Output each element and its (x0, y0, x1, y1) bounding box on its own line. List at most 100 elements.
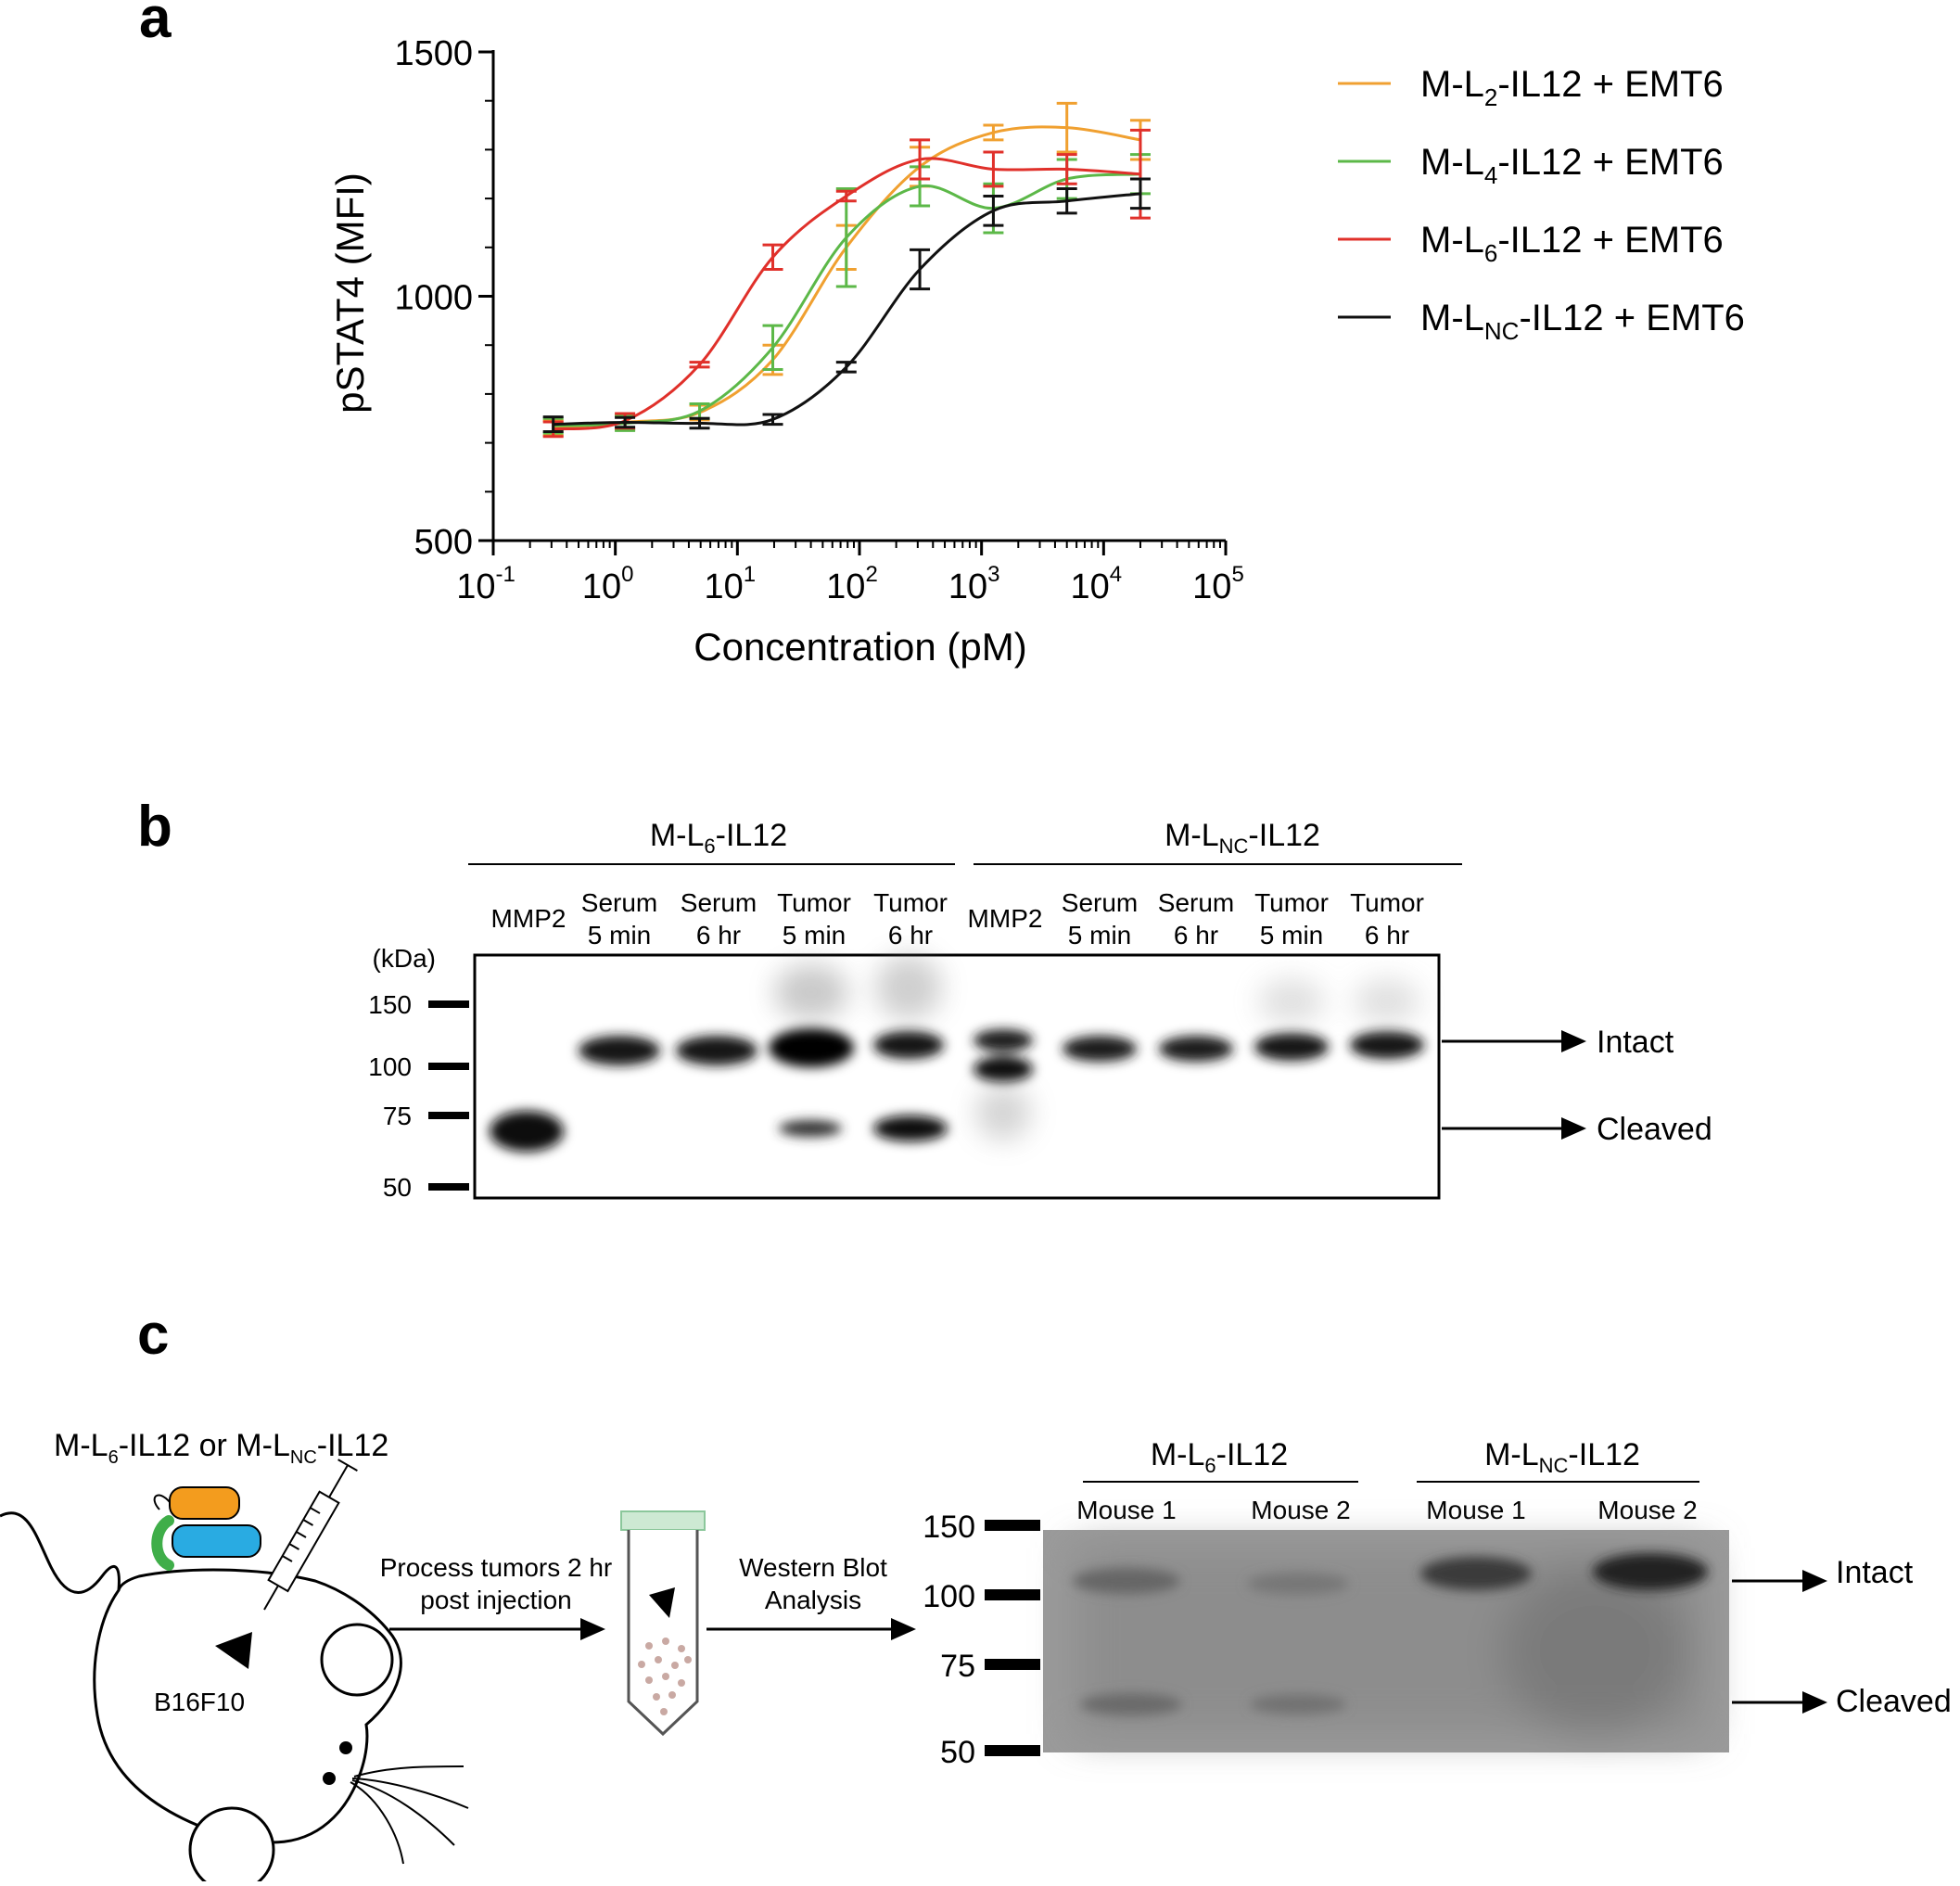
tumor-label: B16F10 (154, 1688, 245, 1716)
blot-c-marker-bar (985, 1659, 1040, 1670)
blot-c-marker-label: 100 (923, 1579, 975, 1614)
band-b-lane4-cleaved (779, 1120, 842, 1137)
blot-c-marker-bar (985, 1589, 1040, 1600)
blot-b-lane-label: Tumor (873, 888, 948, 917)
blot-b-marker-bar (428, 1063, 469, 1070)
drug-label-sub1: 6 (108, 1447, 119, 1468)
mouse-ear-right (320, 1623, 394, 1697)
step2-line1: Western Blot (739, 1553, 887, 1582)
series-line-l4 (553, 172, 1141, 427)
legend-label-l4: M-L4-IL12 + EMT6 (1420, 142, 1724, 189)
x-tick-label: 10-1 (456, 562, 515, 606)
error-bar-lnc (615, 415, 636, 429)
blot-b-marker-label: 75 (383, 1102, 412, 1130)
blot-b-lane-sublabel: 5 min (1260, 921, 1323, 949)
syringe-icon (263, 1459, 358, 1611)
x-tick-label: 101 (705, 562, 757, 606)
blot-b-lane-label: Tumor (1350, 888, 1424, 917)
legend-label-l6: M-L6-IL12 + EMT6 (1420, 220, 1724, 267)
chart-legend: M-L2-IL12 + EMT6 M-L4-IL12 + EMT6 M-L6-IL1… (1338, 64, 1745, 345)
blot-c-group-1-sub: 6 (1204, 1454, 1215, 1477)
blot-b-lane-sublabel: 5 min (783, 921, 846, 949)
band-b-lane7-intact (1063, 1036, 1137, 1062)
il12-molecule-icon (151, 1486, 261, 1571)
blot-b-lane-label: Tumor (777, 888, 851, 917)
blot-b-group-1-pre: M-L (650, 818, 705, 853)
blot-b-group-1-sub: 6 (704, 835, 715, 858)
blot-c-marker-label: 75 (940, 1649, 975, 1684)
band-b-lane3-intact (676, 1036, 757, 1065)
blot-c-group-header-2: M-LNC-IL12 (1417, 1437, 1699, 1483)
blot-c-lane-label: Mouse 1 (1426, 1496, 1525, 1524)
error-bar-lnc (835, 361, 857, 374)
step1-line1: Process tumors 2 hr (380, 1553, 613, 1582)
dose-response-chart: 500 1000 1500 10-1 100 101 102 103 104 105 pSTAT4… (328, 34, 1244, 669)
mouse-nose (323, 1772, 336, 1785)
mouse-eye (339, 1741, 352, 1754)
error-bar-lnc (689, 416, 710, 430)
blot-c-marker-label: 50 (940, 1735, 975, 1770)
blot-b-marker-bar (428, 1000, 469, 1008)
blot-b-marker-label: 150 (368, 990, 412, 1019)
band-b-lane10-intact (1350, 1031, 1424, 1059)
blot-c-cleaved-label: Cleaved (1836, 1684, 1952, 1719)
x-tick-label: 103 (948, 562, 1000, 606)
error-bar-l2 (1056, 101, 1077, 154)
drug-label-part3: -IL12 (317, 1428, 389, 1463)
blot-c-markers: 150 100 75 50 (923, 1510, 1040, 1770)
svg-text:M-LNC-IL12: M-LNC-IL12 (1484, 1437, 1640, 1477)
series-line-lnc (553, 192, 1141, 427)
blot-c-group-2-sub: NC (1539, 1454, 1569, 1477)
blot-c-group-1-post: -IL12 (1216, 1437, 1289, 1472)
blot-b-marker-label: 100 (368, 1052, 412, 1081)
blot-c-intact-label: Intact (1836, 1555, 1914, 1590)
blot-b-group-2-sub: NC (1219, 835, 1249, 858)
panel-label-a: a (139, 0, 172, 50)
mouse-body (93, 1568, 402, 1844)
x-tick-label: 100 (582, 562, 634, 606)
blot-b-lane-label: Serum (1158, 888, 1234, 917)
blot-b-group-2-pre: M-L (1165, 818, 1219, 853)
error-bar-l4 (835, 187, 857, 288)
blot-b-intact-label: Intact (1597, 1025, 1674, 1060)
error-bar-lnc (910, 248, 931, 291)
y-tick-label: 500 (414, 523, 473, 562)
legend-label-lnc: M-LNC-IL12 + EMT6 (1420, 298, 1745, 345)
mouse-illustration (0, 1511, 469, 1886)
error-bar-l2 (983, 123, 1004, 142)
blot-b-group-2-post: -IL12 (1248, 818, 1320, 853)
y-tick-label: 1500 (394, 34, 473, 73)
blot-c-marker-bar (985, 1745, 1040, 1756)
chart-series-group (542, 101, 1151, 439)
band-b-lane9-intact (1254, 1033, 1329, 1061)
blot-b-lane-label: Serum (1062, 888, 1138, 917)
blot-b-lane-sublabel: 6 hr (1365, 921, 1409, 949)
blot-b-marker-bar (428, 1183, 469, 1191)
svg-text:M-LNC-IL12: M-LNC-IL12 (1165, 818, 1320, 858)
error-bar-l6 (1056, 153, 1077, 185)
blot-b-group-1-post: -IL12 (716, 818, 788, 853)
drug-label-sub2: NC (290, 1447, 317, 1468)
blot-b-lane-label: Serum (681, 888, 757, 917)
blot-b-cleaved-label: Cleaved (1597, 1112, 1712, 1147)
tube-icon (620, 1510, 706, 1737)
blot-b-kda-label: (kDa) (373, 944, 436, 973)
blot-b-lane-label: MMP2 (968, 904, 1043, 933)
error-bar-l4 (762, 324, 783, 372)
drug-label: M-L6-IL12 or M-LNC-IL12 (54, 1428, 388, 1468)
blot-c-group-1-pre: M-L (1151, 1437, 1205, 1472)
blot-c-group-2-pre: M-L (1484, 1437, 1539, 1472)
step2-line2: Analysis (765, 1586, 861, 1614)
band-b-lane6-upper (974, 1029, 1033, 1051)
panel-label-b: b (137, 795, 172, 859)
blot-c-lane-label: Mouse 1 (1076, 1496, 1176, 1524)
blot-c-group-header-1: M-L6-IL12 (1083, 1437, 1358, 1483)
series-lnc (542, 177, 1151, 433)
error-bar-lnc (542, 415, 564, 433)
error-bar-lnc (983, 194, 1004, 227)
blot-b-lane-sublabel: 5 min (1068, 921, 1131, 949)
band-c-lane2-intact (1247, 1573, 1349, 1595)
blot-c-lane-label: Mouse 2 (1597, 1496, 1697, 1524)
mouse-whiskers (350, 1765, 469, 1865)
panel-label-c: c (137, 1303, 169, 1367)
